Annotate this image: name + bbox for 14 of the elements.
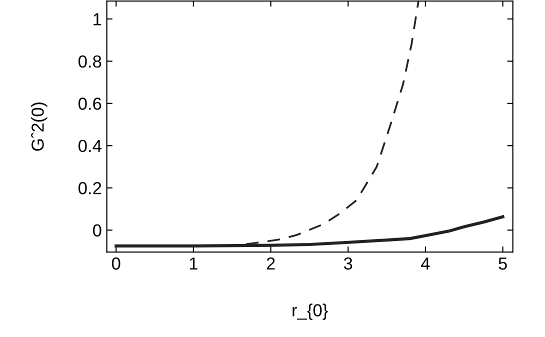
- y-tick-label: 0.4: [78, 140, 102, 152]
- x-tick-label: 5: [498, 258, 507, 270]
- y-tick-label: 0.6: [78, 98, 102, 110]
- y-axis-title: Gˆ2(0): [31, 102, 48, 151]
- y-tick-label: 0.8: [78, 55, 102, 68]
- y-tick-label: 0.2: [78, 182, 102, 194]
- x-tick-label: 2: [266, 257, 275, 270]
- x-tick-label: 3: [344, 257, 352, 270]
- y-tick-label: 1: [94, 13, 102, 26]
- x-tick-label: 1: [190, 258, 198, 270]
- y-tick-label: 0: [92, 224, 102, 237]
- x-axis-title: r_{0}: [292, 304, 328, 320]
- x-tick-label: 4: [421, 258, 430, 270]
- x-tick-label: 0: [112, 257, 120, 270]
